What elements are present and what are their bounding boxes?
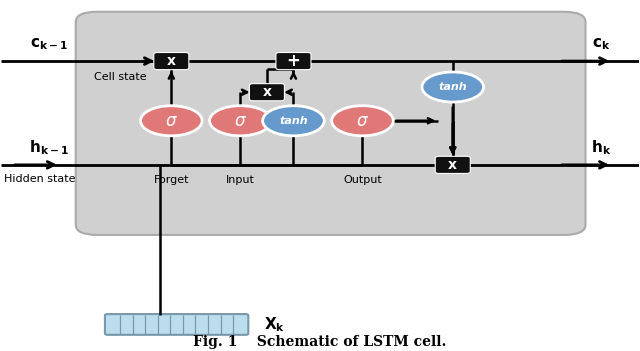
- Text: $\sigma$: $\sigma$: [356, 112, 369, 130]
- Circle shape: [141, 106, 202, 136]
- Text: Cell state: Cell state: [94, 72, 147, 82]
- FancyBboxPatch shape: [276, 53, 311, 69]
- Text: $\sigma$: $\sigma$: [234, 112, 247, 130]
- FancyBboxPatch shape: [435, 156, 470, 173]
- Text: $\mathbf{X_k}$: $\mathbf{X_k}$: [264, 315, 285, 334]
- Text: x: x: [262, 85, 271, 99]
- Text: x: x: [448, 158, 457, 172]
- Text: $\mathbf{h_k}$: $\mathbf{h_k}$: [591, 138, 612, 157]
- Circle shape: [332, 106, 394, 136]
- Text: $\mathbf{h_{k-1}}$: $\mathbf{h_{k-1}}$: [29, 138, 69, 157]
- Text: $\sigma$: $\sigma$: [165, 112, 178, 130]
- FancyBboxPatch shape: [250, 84, 284, 101]
- FancyBboxPatch shape: [76, 12, 586, 235]
- Text: +: +: [287, 52, 300, 70]
- Circle shape: [422, 72, 484, 102]
- Text: $\mathbf{c_{k-1}}$: $\mathbf{c_{k-1}}$: [30, 36, 68, 52]
- FancyBboxPatch shape: [105, 314, 248, 335]
- Circle shape: [262, 106, 324, 136]
- FancyBboxPatch shape: [154, 53, 189, 69]
- Text: $\mathbf{c_k}$: $\mathbf{c_k}$: [592, 36, 611, 52]
- Text: Output: Output: [343, 175, 382, 185]
- Text: x: x: [167, 54, 176, 68]
- Text: Hidden state: Hidden state: [4, 174, 76, 184]
- Circle shape: [209, 106, 271, 136]
- Text: tanh: tanh: [279, 116, 308, 126]
- Text: tanh: tanh: [438, 82, 467, 92]
- Text: Input: Input: [226, 175, 255, 185]
- Text: Forget: Forget: [154, 175, 189, 185]
- Text: Fig. 1    Schematic of LSTM cell.: Fig. 1 Schematic of LSTM cell.: [193, 335, 447, 349]
